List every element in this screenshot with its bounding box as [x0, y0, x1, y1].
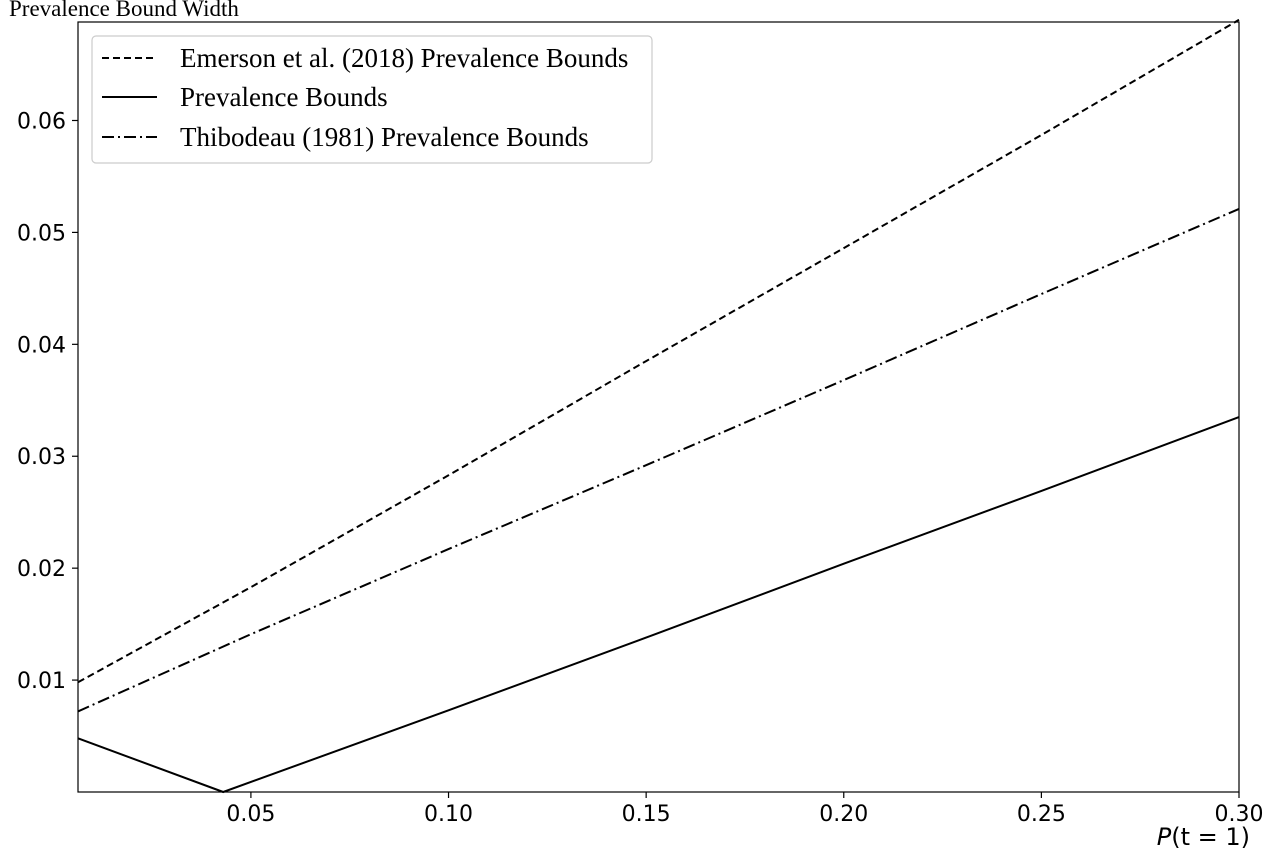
x-tick-label: 0.25 [1017, 802, 1066, 827]
legend-label-thibodeau: Thibodeau (1981) Prevalence Bounds [180, 122, 589, 152]
x-tick-label: 0.10 [424, 802, 473, 827]
y-tick-label: 0.04 [17, 333, 66, 358]
legend-box [91, 35, 653, 164]
x-tick-label: 0.30 [1215, 802, 1264, 827]
plot-frame [77, 21, 1240, 793]
x-tick-label: 0.20 [819, 802, 868, 827]
legend-label-emerson: Emerson et al. (2018) Prevalence Bounds [180, 43, 628, 73]
x-axis-label: P(t = 1) [1157, 823, 1250, 851]
x-axis-label-arg: (t = 1) [1171, 823, 1250, 851]
x-tick-label: 0.15 [622, 802, 671, 827]
y-tick-label: 0.03 [17, 445, 66, 470]
y-tick-label: 0.05 [17, 221, 66, 246]
legend-label-prevalence: Prevalence Bounds [180, 82, 388, 112]
legend: Emerson et al. (2018) Prevalence Bounds … [91, 35, 653, 164]
x-tick-label: 0.05 [226, 802, 275, 827]
y-tick-label: 0.06 [17, 109, 66, 134]
y-tick-label: 0.02 [17, 557, 66, 582]
axis-ticks: 0.05 0.10 0.15 0.20 0.25 0.30 0.01 0.02 0.03 0.04… [17, 109, 1263, 827]
y-tick-label: 0.01 [17, 669, 66, 694]
x-axis-label-var: P [1157, 823, 1172, 851]
series-line-thibodeau [77, 207, 1240, 713]
y-axis-label: Prevalence Bound Width [9, 0, 239, 21]
series-line-emerson [77, 18, 1240, 684]
